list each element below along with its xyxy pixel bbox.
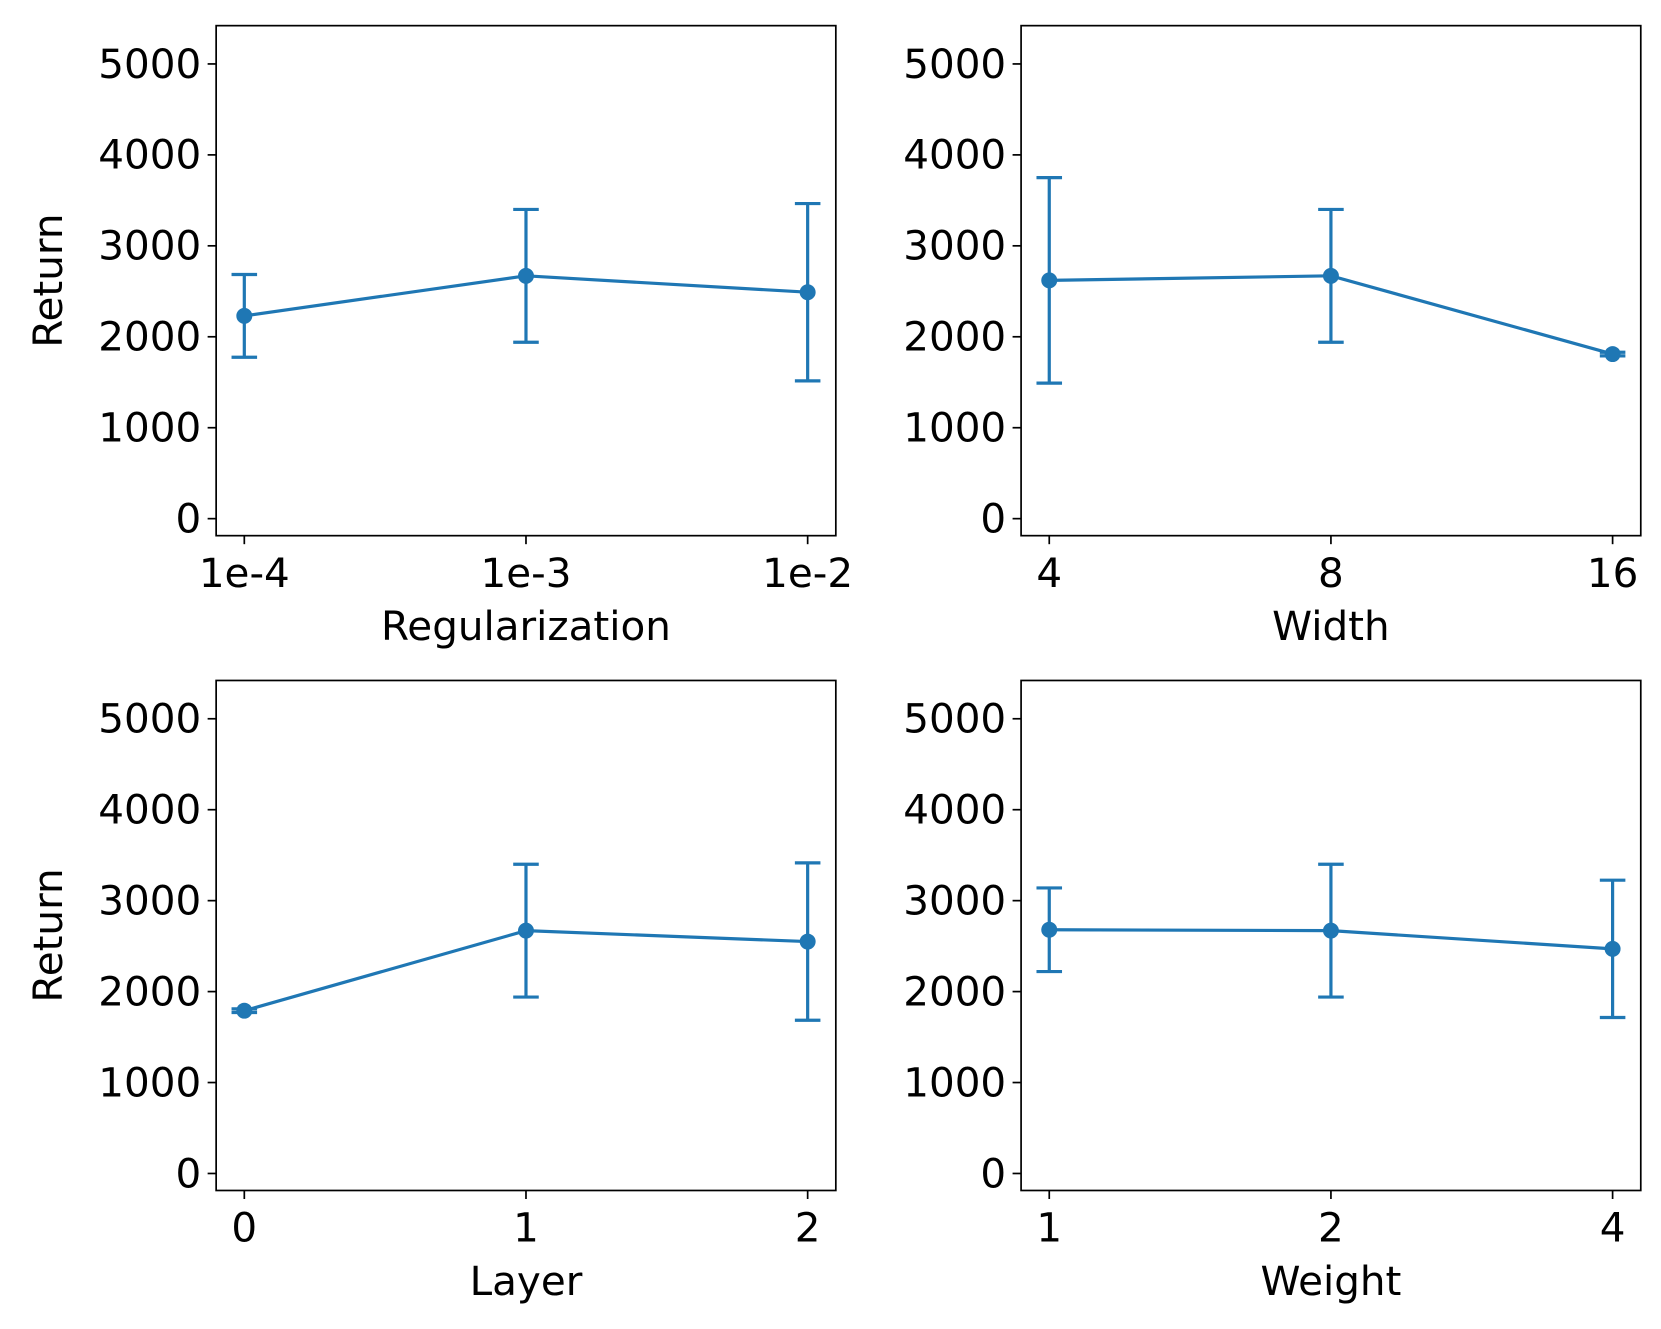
- y-tick-label: 2000: [903, 313, 1006, 361]
- x-axis-label: Regularization: [381, 602, 671, 650]
- y-tick-label: 4000: [903, 786, 1006, 834]
- marker: [1322, 267, 1339, 284]
- x-axis-label: Width: [1272, 602, 1390, 650]
- y-tick-label: 3000: [98, 876, 201, 924]
- y-tick-label: 2000: [98, 313, 201, 361]
- y-tick-label: 1000: [903, 404, 1006, 452]
- y-tick-label: 0: [175, 495, 201, 543]
- y-tick-label: 3000: [903, 222, 1006, 270]
- x-tick-label: 4: [1036, 549, 1062, 597]
- y-axis-label: Return: [24, 214, 72, 348]
- y-tick-label: 2000: [98, 967, 201, 1015]
- y-tick-label: 3000: [903, 876, 1006, 924]
- marker: [1041, 272, 1058, 289]
- y-tick-label: 4000: [903, 131, 1006, 179]
- marker: [1604, 940, 1621, 957]
- y-tick-label: 3000: [98, 222, 201, 270]
- marker: [517, 267, 534, 284]
- marker: [1322, 922, 1339, 939]
- y-tick-label: 2000: [903, 967, 1006, 1015]
- y-tick-label: 0: [980, 495, 1006, 543]
- y-tick-label: 4000: [98, 131, 201, 179]
- marker: [1041, 921, 1058, 938]
- x-axis-label: Weight: [1260, 1257, 1401, 1305]
- x-tick-label: 1: [1036, 1204, 1062, 1252]
- x-tick-label: 1e-4: [199, 549, 290, 597]
- marker: [236, 307, 253, 324]
- marker: [236, 1002, 253, 1019]
- marker: [1604, 346, 1621, 363]
- x-tick-label: 16: [1587, 549, 1638, 597]
- marker: [799, 933, 816, 950]
- x-tick-label: 1: [513, 1204, 539, 1252]
- y-tick-label: 5000: [903, 40, 1006, 88]
- y-tick-label: 1000: [98, 404, 201, 452]
- y-tick-label: 5000: [98, 40, 201, 88]
- marker: [517, 922, 534, 939]
- x-tick-label: 2: [795, 1204, 821, 1252]
- y-tick-label: 5000: [903, 695, 1006, 743]
- x-tick-label: 2: [1318, 1204, 1344, 1252]
- y-tick-label: 0: [175, 1149, 201, 1197]
- x-axis-label: Layer: [470, 1257, 583, 1305]
- x-tick-label: 1e-2: [762, 549, 853, 597]
- y-axis-label: Return: [24, 868, 72, 1002]
- y-tick-label: 0: [980, 1149, 1006, 1197]
- y-tick-label: 1000: [98, 1058, 201, 1106]
- x-tick-label: 8: [1318, 549, 1344, 597]
- marker: [799, 284, 816, 301]
- y-tick-label: 5000: [98, 695, 201, 743]
- x-tick-label: 0: [231, 1204, 257, 1252]
- y-tick-label: 1000: [903, 1058, 1006, 1106]
- x-tick-label: 1e-3: [480, 549, 571, 597]
- y-tick-label: 4000: [98, 786, 201, 834]
- x-tick-label: 4: [1600, 1204, 1626, 1252]
